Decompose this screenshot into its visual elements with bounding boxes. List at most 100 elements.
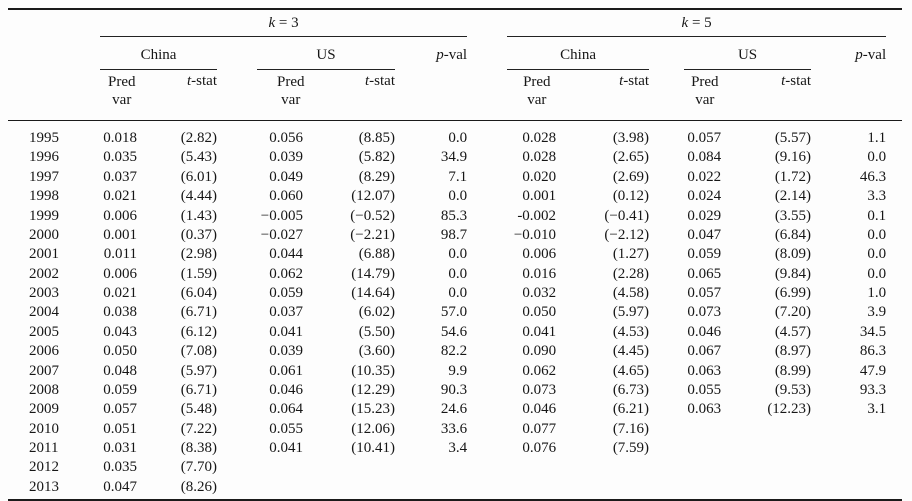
end-pad-cell: [886, 303, 902, 322]
k5-us-predvar-cell: 0.057: [687, 285, 722, 301]
k5-china-header: China: [507, 46, 650, 70]
k3-us-predvar-cell: 0.049: [269, 168, 303, 185]
year-cell: 1997: [29, 168, 59, 185]
gap-cell: [467, 439, 507, 458]
k3-pval-cell: [395, 478, 467, 497]
k3-china-tstat-cell: (6.12): [180, 323, 217, 340]
end-pad-cell: [886, 187, 902, 206]
k5-us-tstat-cell: (9.16): [774, 149, 812, 166]
k5-china-predvar-header: Pred var: [507, 70, 557, 121]
k5-china-tstat-cell: (−0.41): [604, 207, 650, 224]
k3-us-tstat-cell: [303, 458, 395, 477]
k3-china-tstat-cell: (8.26): [180, 478, 217, 495]
k3-pval-cell: 98.7: [440, 226, 468, 243]
k3-pval-cell: 24.6: [440, 401, 468, 418]
k3-us-tstat-cell: (6.88): [358, 246, 395, 263]
k5-us-tstat-cell: [721, 478, 811, 497]
k5-us-predvar-cell: [649, 439, 721, 458]
k3-china-tstat-cell: (5.48): [180, 401, 217, 418]
k5-china-header-cell: China: [507, 37, 650, 70]
k5-pval-cell: 34.5: [859, 323, 887, 340]
k3-china-tstat-cell: (4.44): [180, 188, 217, 205]
k3-us-tstat-cell: (10.41): [351, 440, 395, 456]
k5-china-tstat-cell: (0.12): [612, 188, 650, 205]
table-row: 2003 0.021 (6.04) 0.059 (14.64) 0.0 0.032 (4.58…: [8, 284, 902, 303]
k5-china-tstat-header: t-stat: [556, 70, 650, 121]
k3-us-predvar-cell: 0.041: [269, 440, 303, 456]
k3-china-tstat-cell: (6.71): [180, 381, 217, 398]
k5-us-tstat-cell: (2.14): [774, 188, 812, 205]
k3-us-predvar-cell: −0.005: [260, 207, 303, 224]
k3-pval-cell: 0.0: [448, 188, 468, 205]
k5-us-tstat-cell: (12.23): [767, 401, 812, 418]
table-row: 2006 0.050 (7.08) 0.039 (3.60) 82.2 0.090 (4.45…: [8, 342, 902, 361]
k3-china-tstat-cell: (7.22): [180, 420, 217, 437]
k5-china-tstat-cell: [556, 458, 649, 477]
k5-pval-cell: 93.3: [859, 381, 887, 398]
k5-china-predvar-cell: 0.046: [522, 401, 557, 418]
k3-us-tstat-cell: (15.23): [351, 401, 395, 418]
k3-group-header: k = 3: [100, 10, 468, 37]
k5-china-predvar-cell: 0.073: [522, 381, 557, 398]
k5-us-predvar-cell: 0.022: [687, 168, 722, 185]
k5-china-predvar-cell: -0.002: [517, 207, 557, 224]
k5-us-tstat-cell: (8.97): [774, 343, 812, 360]
k5-china-tstat-cell: (5.97): [612, 304, 650, 321]
k3-china-predvar-cell: 0.035: [103, 149, 137, 166]
k5-china-tstat-cell: (7.59): [612, 440, 650, 456]
k5-china-tstat-cell: (2.65): [612, 149, 650, 166]
k3-us-predvar-cell: −0.027: [260, 226, 303, 243]
k5-us-predvar-header: Pred var: [649, 70, 722, 121]
k5-china-predvar-cell: 0.077: [522, 420, 557, 437]
k5-us-predvar-cell: 0.067: [687, 343, 722, 360]
k5-us-tstat-cell: (9.53): [774, 381, 812, 398]
gap-cell: [467, 187, 507, 206]
end-pad-column: [886, 10, 902, 37]
k5-us-tstat-cell: (9.84): [774, 265, 812, 282]
k3-us-predvar-cell: 0.064: [269, 401, 303, 418]
k5-china-tstat-cell: (7.16): [612, 420, 650, 437]
k3-value: = 3: [275, 14, 299, 31]
k3-china-predvar-header: Pred var: [100, 70, 137, 121]
k3-china-tstat-cell: (5.43): [180, 149, 217, 166]
table-row: 2010 0.051 (7.22) 0.055 (12.06) 33.6 0.077 (7.1…: [8, 420, 902, 439]
k3-pval-blank: [395, 70, 468, 121]
header-row-country: China US p-val China US p-val: [8, 37, 902, 70]
end-pad-cell: [886, 458, 902, 477]
table-row: 1995 0.018 (2.82) 0.056 (8.85) 0.0 0.028 (3.98)…: [8, 121, 902, 149]
k3-symbol: k: [268, 14, 276, 31]
k5-china-tstat-cell: (1.27): [612, 246, 650, 263]
table-row: 2011 0.031 (8.38) 0.041 (10.41) 3.4 0.076 (7.59…: [8, 439, 902, 458]
k3-pval-cell: 0.0: [448, 265, 468, 282]
year-cell: 2009: [29, 401, 59, 418]
k3-us-tstat-cell: (12.06): [351, 420, 395, 437]
k5-china-predvar-cell: 0.028: [522, 149, 557, 166]
k3-us-tstat-header: t-stat: [303, 70, 395, 121]
gap-cell: [467, 303, 507, 322]
k3-pval-cell: 0.0: [448, 285, 468, 301]
k3-china-tstat-cell: (6.71): [180, 304, 217, 321]
k3-us-tstat-cell: (−0.52): [350, 207, 395, 224]
k3-china-predvar-cell: 0.021: [103, 188, 137, 205]
k3-china-predvar-cell: 0.011: [103, 246, 137, 263]
table-row: 2008 0.059 (6.71) 0.046 (12.29) 90.3 0.073 (6.7…: [8, 381, 902, 400]
k5-china-tstat-cell: (4.65): [612, 362, 650, 379]
k3-us-header: US: [257, 46, 395, 70]
k5-us-predvar-cell: 0.024: [687, 188, 722, 205]
end-pad-cell: [886, 168, 902, 187]
k5-us-predvar-cell: 0.055: [687, 381, 722, 398]
k5-us-predvar-cell: 0.065: [687, 265, 722, 282]
k5-us-tstat-cell: [721, 458, 811, 477]
k3-us-tstat-cell: [303, 478, 395, 497]
end-pad-cell: [886, 207, 902, 226]
gap-cell: [467, 207, 507, 226]
k3-pval-cell: 33.6: [440, 420, 468, 437]
header-row-measures: Pred var t-stat Pred var t-stat Pred var t-…: [8, 70, 903, 121]
k5-china-predvar-cell: 0.020: [522, 168, 557, 185]
table-row: 1999 0.006 (1.43) −0.005 (−0.52) 85.3 -0.002 (−…: [8, 207, 902, 226]
k5-us-tstat-cell: (8.09): [774, 246, 812, 263]
year-cell: 1995: [29, 130, 59, 146]
k3-china-predvar-cell: 0.035: [103, 459, 137, 476]
end-pad-cell: [886, 420, 902, 439]
k5-pval-cell: 0.0: [867, 226, 887, 243]
